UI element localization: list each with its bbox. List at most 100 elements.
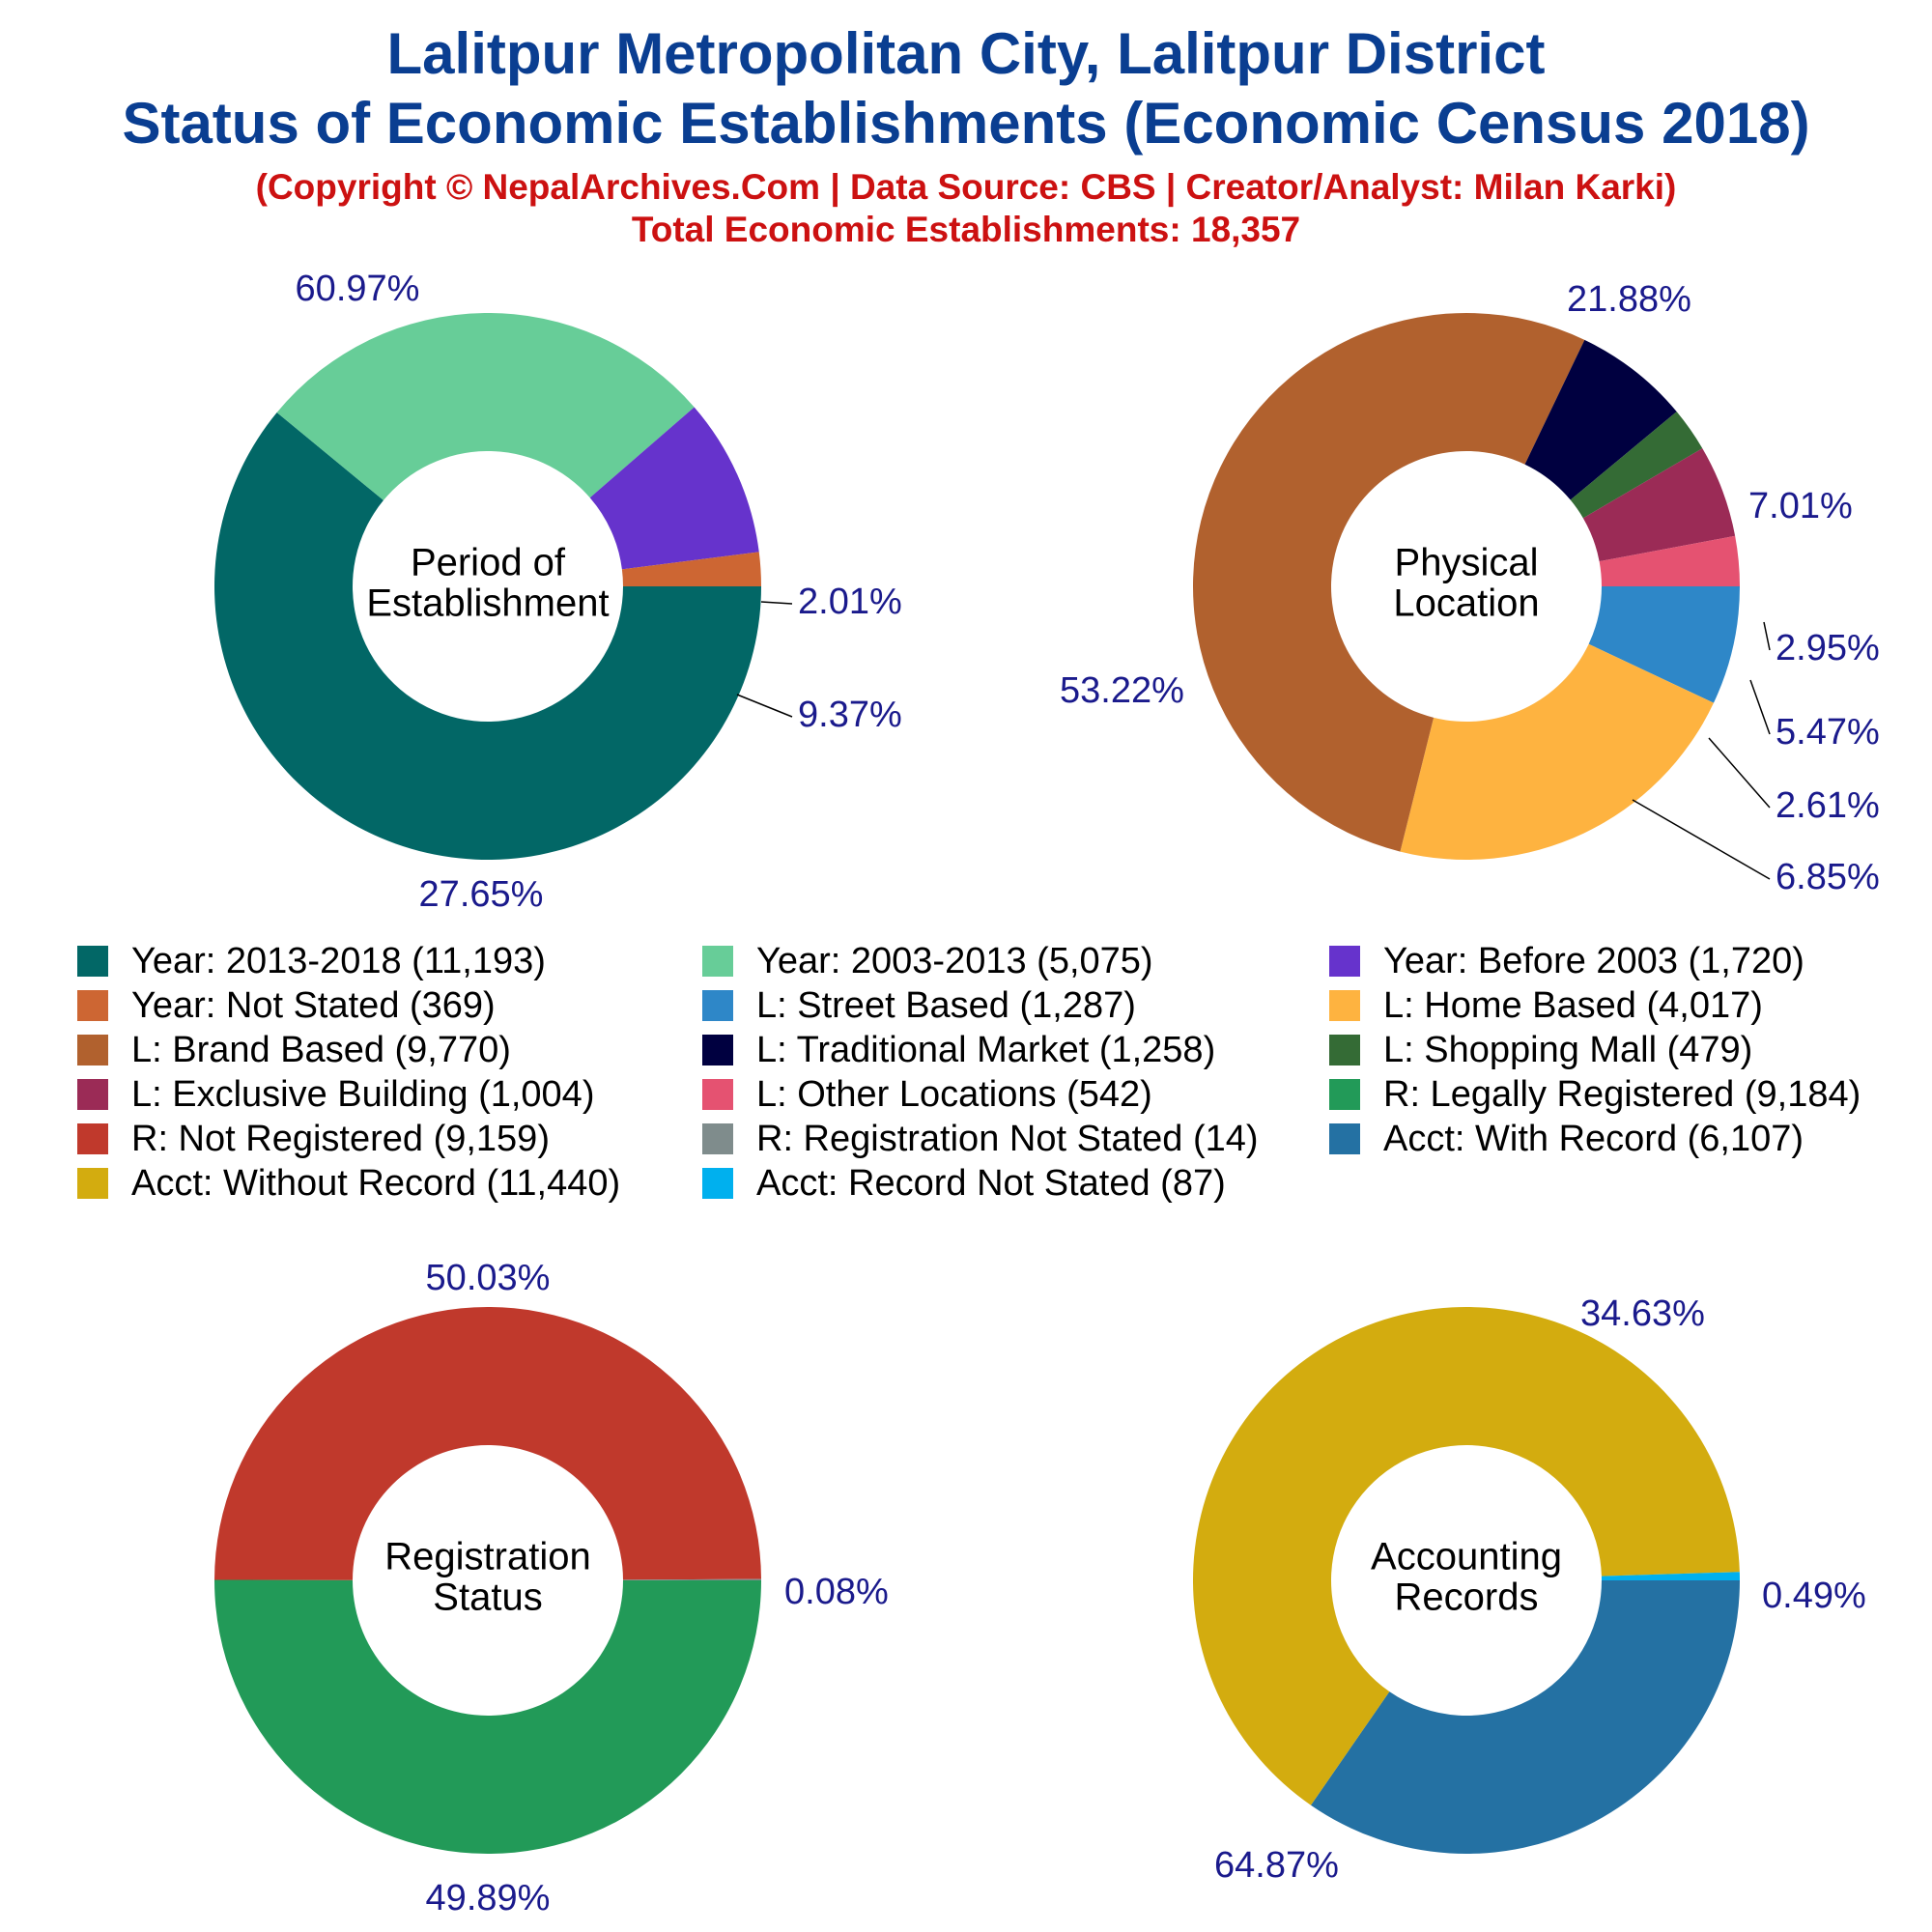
legend-item: Year: 2013-2018 (11,193) xyxy=(77,939,546,983)
legend-item: Acct: With Record (6,107) xyxy=(1329,1117,1804,1161)
legend-item: L: Street Based (1,287) xyxy=(702,983,1136,1028)
legend-item: Year: 2003-2013 (5,075) xyxy=(702,939,1153,983)
legend-label: L: Traditional Market (1,258) xyxy=(756,1029,1216,1070)
donut-3-center-label-line-1: Registration xyxy=(384,1536,590,1578)
legend-swatch xyxy=(1329,1079,1360,1110)
chart-title-line-2: Status of Economic Establishments (Econo… xyxy=(122,91,1810,156)
donut-1-center-label-line-1: Period of xyxy=(411,542,566,584)
donut-1-slice-1 xyxy=(213,412,761,860)
legend-swatch xyxy=(702,1035,733,1065)
legend-label: L: Other Locations (542) xyxy=(756,1073,1152,1115)
legend-swatch xyxy=(1329,990,1360,1021)
donut-chart-1: 60.97% 27.65% 9.37% 2.01% Period ofEstablish… xyxy=(213,269,902,915)
legend-label: R: Not Registered (9,159) xyxy=(131,1118,550,1159)
legend-label: Acct: Without Record (11,440) xyxy=(131,1162,621,1204)
legend-item: L: Shopping Mall (479) xyxy=(1329,1028,1752,1072)
legend-label: Acct: With Record (6,107) xyxy=(1383,1118,1804,1159)
legend-swatch xyxy=(1329,946,1360,977)
donut-4-center-label-line-1: Accounting xyxy=(1371,1536,1562,1578)
chart-header: Lalitpur Metropolitan City, Lalitpur Dis… xyxy=(0,0,1932,251)
donut-2-slice-2 xyxy=(1400,643,1714,860)
donut-2-leader-line-5 xyxy=(1708,737,1771,809)
legend-swatch xyxy=(77,1168,108,1199)
legend-swatch xyxy=(702,1123,733,1154)
legend-swatch xyxy=(77,1079,108,1110)
legend-label: R: Registration Not Stated (14) xyxy=(756,1118,1259,1159)
legend-item: Year: Not Stated (369) xyxy=(77,983,496,1028)
legend-swatch xyxy=(702,1168,733,1199)
legend-item: R: Registration Not Stated (14) xyxy=(702,1117,1259,1161)
legend-label: L: Street Based (1,287) xyxy=(756,984,1136,1026)
legend-swatch xyxy=(77,1035,108,1065)
donut-2-percent-label-4: 6.85% xyxy=(1776,857,1880,897)
legend-label: L: Home Based (4,017) xyxy=(1383,984,1763,1026)
legend-item: R: Legally Registered (9,184) xyxy=(1329,1072,1861,1117)
donut-3-center-label-line-2: Status xyxy=(433,1577,542,1619)
legend-item: L: Brand Based (9,770) xyxy=(77,1028,511,1072)
donut-2-percent-label-1: 7.01% xyxy=(1748,486,1853,526)
donut-2-percent-label-5: 2.61% xyxy=(1776,785,1880,826)
legend-item: L: Traditional Market (1,258) xyxy=(702,1028,1215,1072)
donut-2-leader-line-4 xyxy=(1632,799,1771,880)
legend-swatch xyxy=(77,990,108,1021)
donut-1-leader-line-4 xyxy=(760,601,793,605)
chart-subtitle-total: Total Economic Establishments: 18,357 xyxy=(631,210,1301,249)
donut-2-leader-line-6 xyxy=(1749,679,1771,735)
donut-4-center-label-line-2: Records xyxy=(1395,1577,1539,1619)
donut-4-percent-label-3: 0.49% xyxy=(1762,1576,1866,1616)
donut-2-slice-3 xyxy=(1193,312,1585,852)
legend-item: L: Other Locations (542) xyxy=(702,1072,1152,1117)
donut-2-center-label-line-1: Physical xyxy=(1395,542,1539,584)
legend-label: Year: Before 2003 (1,720) xyxy=(1383,940,1804,981)
legend-item: R: Not Registered (9,159) xyxy=(77,1117,550,1161)
donut-2-leader-line-7 xyxy=(1763,621,1771,651)
donut-4-slice-2 xyxy=(1192,1307,1740,1805)
legend-swatch xyxy=(702,990,733,1021)
donut-1-leader-line-3 xyxy=(736,694,793,718)
legend-swatch xyxy=(1329,1123,1360,1154)
donut-2-center-label-line-2: Location xyxy=(1393,582,1539,625)
donut-1-slice-3 xyxy=(589,407,759,570)
donut-1-percent-label-3: 9.37% xyxy=(798,695,902,735)
donut-1-percent-label-1: 60.97% xyxy=(296,269,420,309)
legend-swatch xyxy=(702,946,733,977)
legend-label: Year: Not Stated (369) xyxy=(131,984,496,1026)
donut-2-slice-4 xyxy=(1524,339,1677,500)
donut-1-slice-2 xyxy=(276,313,695,500)
legend-label: Year: 2013-2018 (11,193) xyxy=(131,940,546,981)
donut-3-percent-label-2: 49.89% xyxy=(426,1878,551,1918)
legend-label: L: Shopping Mall (479) xyxy=(1383,1029,1753,1070)
donut-2-percent-label-2: 21.88% xyxy=(1567,279,1691,320)
donut-3-percent-label-3: 0.08% xyxy=(784,1572,889,1612)
legend-item: Year: Before 2003 (1,720) xyxy=(1329,939,1804,983)
donut-4-slice-1 xyxy=(1310,1580,1740,1855)
donut-2-slice-5 xyxy=(1570,412,1703,519)
legend-item: L: Exclusive Building (1,004) xyxy=(77,1072,594,1117)
donut-2-slice-6 xyxy=(1582,448,1736,562)
legend-label: L: Brand Based (9,770) xyxy=(131,1029,511,1070)
donut-2-slice-7 xyxy=(1599,535,1741,586)
donut-4-percent-label-2: 64.87% xyxy=(1214,1845,1339,1886)
donut-1-percent-label-4: 2.01% xyxy=(798,582,902,622)
donut-1-percent-label-2: 27.65% xyxy=(419,874,544,915)
chart-subtitle-copyright: (Copyright © NepalArchives.Com | Data So… xyxy=(255,167,1677,207)
donut-1-slice-4 xyxy=(621,552,761,586)
donut-2-percent-label-7: 2.95% xyxy=(1776,628,1880,668)
legend-label: R: Legally Registered (9,184) xyxy=(1383,1073,1861,1115)
donut-3-percent-label-1: 50.03% xyxy=(426,1258,551,1298)
donut-3-slice-3 xyxy=(622,1578,761,1580)
donut-3-slice-1 xyxy=(213,1579,762,1855)
donut-2-percent-label-3: 53.22% xyxy=(1060,670,1184,711)
donut-4-percent-label-1: 34.63% xyxy=(1580,1293,1705,1334)
legend-item: Acct: Record Not Stated (87) xyxy=(702,1161,1226,1206)
legend-label: L: Exclusive Building (1,004) xyxy=(131,1073,595,1115)
donut-chart-2: 7.01% 21.88% 53.22% 6.85% 2.61% 5.47% 2.95% Phy… xyxy=(1060,279,1880,897)
legend-item: Acct: Without Record (11,440) xyxy=(77,1161,620,1206)
legend-item: L: Home Based (4,017) xyxy=(1329,983,1763,1028)
donut-4-slice-3 xyxy=(1601,1572,1741,1580)
donut-2-percent-label-6: 5.47% xyxy=(1776,712,1880,753)
chart-title-line-1: Lalitpur Metropolitan City, Lalitpur Dis… xyxy=(386,21,1546,86)
